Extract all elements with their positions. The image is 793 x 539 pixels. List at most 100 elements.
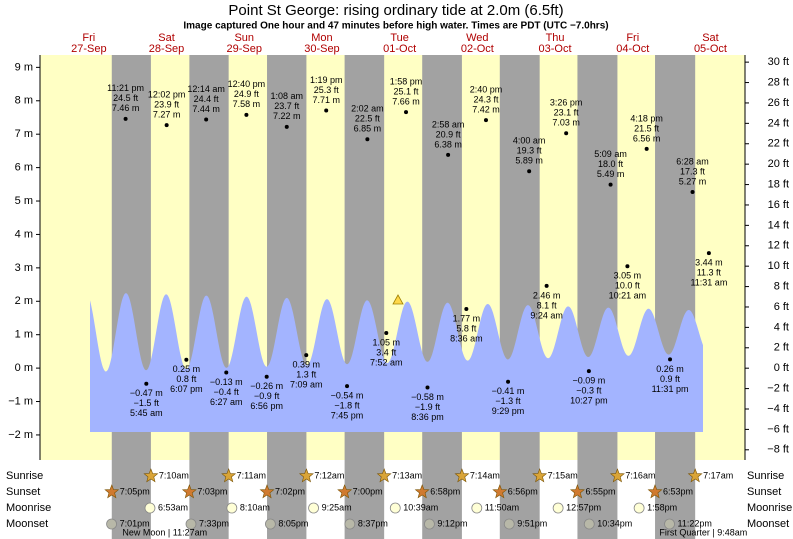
y2-tick-label: 30 ft: [768, 56, 789, 68]
sunrise-time: 7:15am: [548, 470, 578, 480]
tide-label: 7.27 m: [153, 110, 181, 120]
tide-point: [123, 116, 128, 121]
tide-label: 7.42 m: [472, 105, 500, 115]
row-label: Sunset: [6, 486, 40, 498]
day-date: 03-Oct: [539, 43, 572, 55]
moonset-time: 8:37pm: [358, 518, 388, 528]
tide-label: 6:56 pm: [250, 401, 283, 411]
moon-icon: [471, 502, 483, 514]
tide-label: 0.8 ft: [176, 374, 197, 384]
y-tick-label: 9 m: [15, 61, 33, 73]
tide-label: 22.5 ft: [355, 114, 381, 124]
day-date: 02-Oct: [461, 43, 494, 55]
sunrise-time: 7:13am: [392, 470, 422, 480]
tide-label: 0.9 ft: [660, 374, 681, 384]
night-band: [344, 55, 385, 539]
moonrise-time: 9:25am: [322, 502, 352, 512]
moon-phase: First Quarter | 9:48am: [659, 527, 747, 537]
tide-point: [690, 190, 695, 195]
sun-icon: [454, 468, 470, 483]
moon-icon: [633, 502, 645, 514]
tide-point: [544, 283, 549, 288]
tide-point: [345, 384, 350, 389]
sunrise-time: 7:11am: [237, 470, 266, 480]
tide-label: 11:31 am: [690, 278, 727, 288]
tide-label: 5:45 am: [130, 408, 163, 418]
tide-label: −1.9 ft: [415, 402, 441, 412]
tide-label: 5.8 ft: [456, 323, 477, 333]
tide-label: −0.13 m: [210, 377, 243, 387]
tide-label: 4:00 am: [513, 136, 546, 146]
tide-label: 3:26 pm: [550, 98, 583, 108]
row-label: Moonrise: [747, 502, 792, 514]
row-label: Moonrise: [6, 502, 51, 514]
sunset-time: 7:00pm: [353, 486, 383, 496]
y2-tick-label: 0 ft: [774, 362, 789, 374]
tide-label: 23.7 ft: [274, 101, 300, 111]
tide-label: 8:36 am: [450, 333, 483, 343]
tide-point: [304, 353, 309, 358]
tide-point: [284, 124, 289, 129]
tide-label: 4:18 pm: [630, 113, 663, 123]
day-name: Sat: [158, 32, 175, 44]
tide-label: 10.0 ft: [615, 281, 641, 291]
tide-label: 7:09 am: [290, 379, 323, 389]
y2-tick-label: 20 ft: [768, 158, 789, 170]
day-date: 05-Oct: [694, 43, 727, 55]
sunset-time: 7:03pm: [197, 486, 227, 496]
tide-point: [404, 110, 409, 115]
tide-point: [527, 169, 532, 174]
tide-label: 9:29 pm: [492, 406, 525, 416]
day-name: Mon: [311, 32, 332, 44]
day-name: Tue: [390, 32, 409, 44]
tide-label: 10:21 am: [609, 291, 647, 301]
sunset-time: 7:02pm: [275, 486, 305, 496]
tide-label: 7:45 pm: [331, 411, 364, 421]
sun-icon: [259, 484, 275, 499]
day-date: 30-Sep: [304, 43, 339, 55]
y-tick-label: −1 m: [8, 395, 33, 407]
tide-label: 6:27 am: [210, 397, 243, 407]
tide-label: 7.46 m: [112, 103, 140, 113]
tide-label: 20.9 ft: [436, 129, 462, 139]
tide-label: 2:40 pm: [470, 85, 503, 95]
moon-icon: [106, 518, 117, 530]
sun-icon: [492, 484, 508, 499]
day-name: Thu: [546, 32, 565, 44]
tide-label: 9:24 am: [530, 310, 563, 320]
tide-label: 2.46 m: [533, 290, 561, 300]
tide-label: 7.03 m: [552, 118, 580, 128]
tide-point: [464, 306, 469, 311]
y-tick-label: 3 m: [15, 262, 33, 274]
tide-label: 3.44 m: [695, 258, 723, 268]
night-band: [111, 55, 151, 539]
moon-icon: [226, 502, 238, 514]
tide-label: −1.8 ft: [334, 401, 360, 411]
y2-tick-label: 6 ft: [774, 301, 789, 313]
axes: −2 m −1 m 0 m 1 m 2 m 3 m 4 m 5 m 6 m 7 m 8 m 9 m −8…: [8, 55, 789, 460]
tide-label: 6.85 m: [354, 124, 382, 134]
tide-label: 5.27 m: [679, 176, 707, 186]
y2-tick-label: 24 ft: [768, 117, 789, 129]
tide-label: 21.5 ft: [634, 123, 660, 133]
tide-label: 7.44 m: [192, 104, 220, 114]
tide-label: −0.09 m: [572, 375, 605, 385]
tide-point: [365, 137, 370, 142]
sun-icon: [143, 468, 159, 483]
y2-tick-label: 4 ft: [774, 321, 789, 333]
tide-point: [264, 374, 269, 379]
tide-label: −1.5 ft: [134, 398, 160, 408]
day-name: Sun: [234, 32, 254, 44]
y-tick-label: 6 m: [15, 162, 33, 174]
moonrise-time: 8:10am: [240, 502, 270, 512]
tide-label: 5.89 m: [515, 156, 543, 166]
sunset-time: 6:56pm: [508, 486, 538, 496]
tide-point: [184, 357, 189, 362]
tide-label: 0.39 m: [292, 359, 320, 369]
moon-icon: [552, 502, 564, 514]
day-name: Wed: [466, 32, 488, 44]
night-band: [577, 55, 618, 539]
sunrise-time: 7:17am: [703, 470, 733, 480]
sun-icon: [181, 484, 197, 499]
tide-label: 7.58 m: [233, 99, 261, 109]
